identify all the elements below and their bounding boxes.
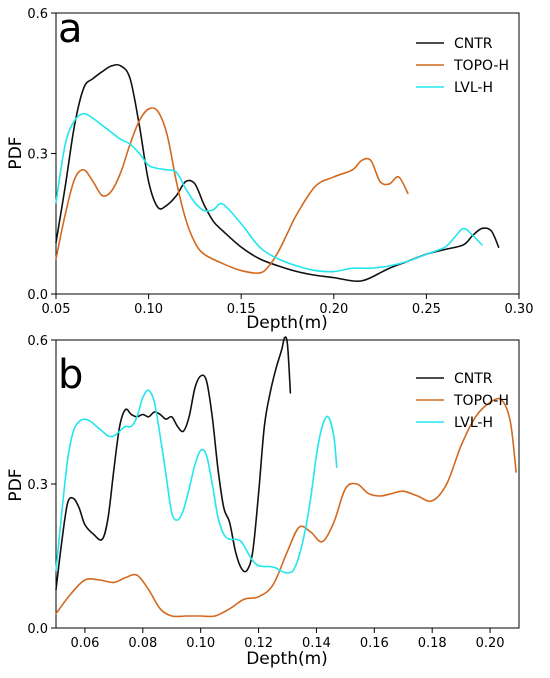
panel-label-a: a bbox=[58, 6, 83, 52]
legend-label-lvl-h: LVL-H bbox=[454, 415, 493, 431]
x-tick-label: 0.15 bbox=[227, 302, 256, 317]
legend-label-topo-h: TOPO-H bbox=[453, 58, 509, 74]
legend-label-topo-h: TOPO-H bbox=[453, 393, 509, 409]
legend-label-lvl-h: LVL-H bbox=[454, 80, 493, 96]
x-tick-label: 0.20 bbox=[319, 302, 348, 317]
y-tick-label: 0.6 bbox=[27, 334, 48, 349]
panel-a: 0.05 0.10 0.15 0.20 0.25 0.30 0.0 0.3 0.6 a Dept… bbox=[6, 6, 533, 333]
y-tick-label: 0.3 bbox=[27, 148, 48, 163]
axis-ticks-a: 0.05 0.10 0.15 0.20 0.25 0.30 0.0 0.3 0.6 bbox=[27, 7, 533, 317]
panel-b: 0.06 0.08 0.10 0.12 0.14 0.16 0.18 0.20 0.0 0.3 0.… bbox=[6, 334, 520, 669]
series-line-cntr bbox=[55, 336, 292, 591]
x-tick-label: 0.20 bbox=[476, 636, 505, 651]
y-tick-label: 0.0 bbox=[27, 288, 48, 303]
x-tick-label: 0.05 bbox=[42, 302, 71, 317]
y-axis-label-b: PDF bbox=[6, 468, 26, 501]
x-axis-label-b: Depth(m) bbox=[246, 649, 328, 669]
x-tick-label: 0.18 bbox=[418, 636, 447, 651]
series-line-topo-h bbox=[55, 107, 409, 274]
plot-frame-a bbox=[55, 12, 520, 295]
y-axis-label-a: PDF bbox=[6, 136, 26, 169]
x-tick-label: 0.10 bbox=[134, 302, 163, 317]
x-tick-label: 0.25 bbox=[412, 302, 441, 317]
y-tick-label: 0.3 bbox=[27, 478, 48, 493]
y-tick-label: 0.6 bbox=[27, 7, 48, 22]
x-axis-label-a: Depth(m) bbox=[246, 313, 328, 333]
series-line-cntr bbox=[55, 63, 500, 283]
x-tick-label: 0.14 bbox=[302, 636, 331, 651]
x-tick-label: 0.16 bbox=[360, 636, 389, 651]
series-line-lvl-h bbox=[55, 112, 483, 273]
series-line-topo-h bbox=[55, 397, 517, 618]
x-tick-label: 0.08 bbox=[128, 636, 157, 651]
series-line-lvl-h bbox=[55, 389, 338, 574]
series-group-a bbox=[55, 63, 500, 283]
y-tick-label: 0.0 bbox=[27, 622, 48, 637]
x-tick-label: 0.10 bbox=[186, 636, 215, 651]
series-group-b bbox=[55, 336, 517, 618]
panel-label-b: b bbox=[58, 352, 83, 398]
x-tick-label: 0.12 bbox=[244, 636, 273, 651]
x-tick-label: 0.06 bbox=[70, 636, 99, 651]
legend-label-cntr: CNTR bbox=[454, 371, 493, 387]
axis-ticks-b: 0.06 0.08 0.10 0.12 0.14 0.16 0.18 0.20 0.0 0.3 0.… bbox=[27, 334, 504, 651]
plot-frame-b bbox=[55, 339, 520, 629]
legend-a: CNTR TOPO-H LVL-H bbox=[416, 36, 509, 96]
legend-label-cntr: CNTR bbox=[454, 36, 493, 52]
legend-b: CNTR TOPO-H LVL-H bbox=[416, 371, 509, 431]
x-tick-label: 0.30 bbox=[505, 302, 534, 317]
